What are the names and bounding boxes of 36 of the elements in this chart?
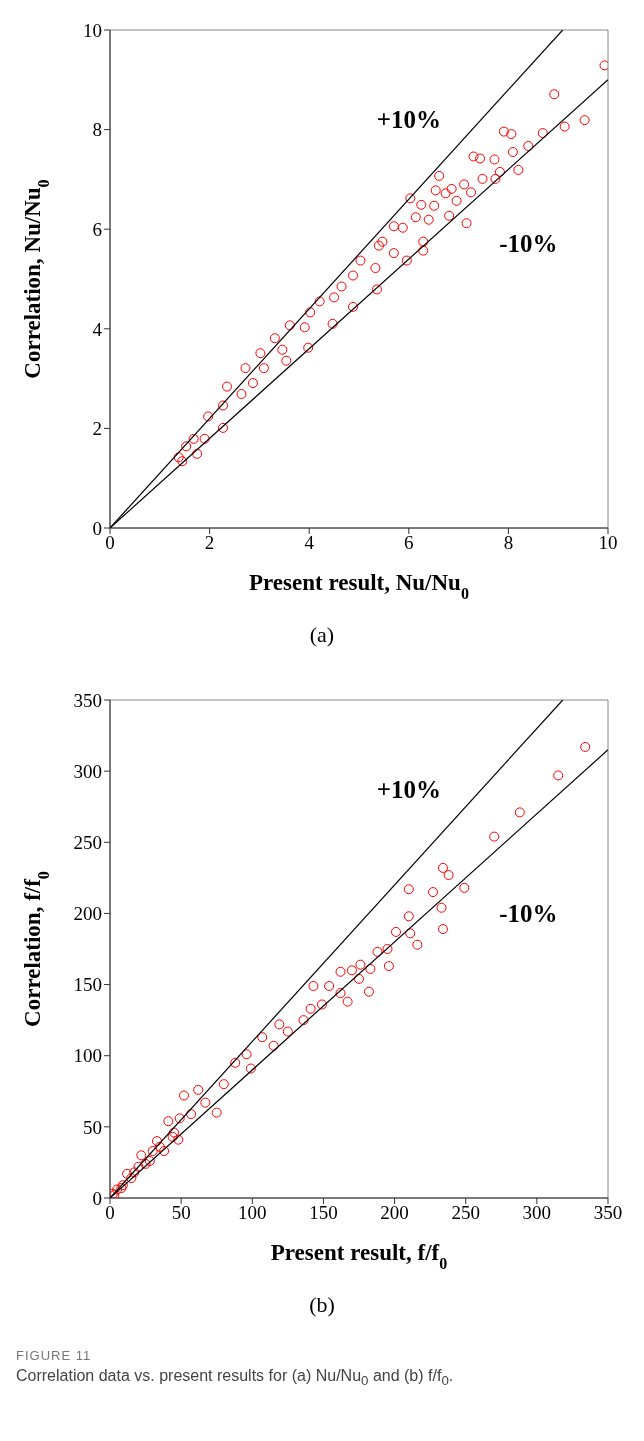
y-tick-label: 0 <box>92 517 102 539</box>
x-tick-label: 50 <box>171 1202 191 1224</box>
caption: FIGURE 11 <box>16 1348 93 1363</box>
annotation: -10% <box>499 230 558 259</box>
annotation: +10% <box>376 105 441 134</box>
x-tick-label: 100 <box>238 1202 267 1224</box>
x-tick-label: 2 <box>204 532 215 554</box>
text: Correlation data vs. present results for (a) Nu/Nu$_{0}$ and (b) f/f$_{0}$. <box>16 1367 455 1389</box>
x-tick-label: 8 <box>503 532 514 554</box>
x-tick-label: 10 <box>598 532 618 554</box>
y-tick-label: 250 <box>73 832 102 854</box>
y-tick-label: 4 <box>92 318 103 340</box>
x-tick-label: 150 <box>309 1202 338 1224</box>
x-axis-title: Present result, Nu/Nu$_{0}$ <box>249 570 469 602</box>
x-tick-label: 200 <box>380 1202 409 1224</box>
y-tick-label: 10 <box>83 19 102 41</box>
text: (a) <box>308 622 336 648</box>
x-tick-label: 350 <box>593 1202 623 1224</box>
annotation: -10% <box>499 900 558 929</box>
annotation: +10% <box>376 775 441 804</box>
x-tick-label: 250 <box>451 1202 480 1224</box>
y-tick-label: 150 <box>73 974 102 996</box>
y-tick-label: 8 <box>92 119 102 141</box>
y-tick-label: 100 <box>73 1045 102 1067</box>
x-tick-label: 4 <box>304 532 315 554</box>
y-tick-label: 50 <box>83 1116 102 1138</box>
y-tick-label: 200 <box>73 903 102 925</box>
y-tick-label: 0 <box>92 1187 102 1209</box>
y-tick-label: 2 <box>92 418 102 440</box>
y-tick-label: 6 <box>92 218 102 240</box>
y-tick-label: 350 <box>73 689 102 711</box>
y-tick-label: 300 <box>73 760 102 782</box>
x-tick-label: 300 <box>522 1202 552 1224</box>
x-tick-label: 6 <box>404 532 414 554</box>
text: (b) <box>308 1292 336 1318</box>
x-axis-title: Present result, f/f$_{0}$ <box>270 1240 448 1272</box>
